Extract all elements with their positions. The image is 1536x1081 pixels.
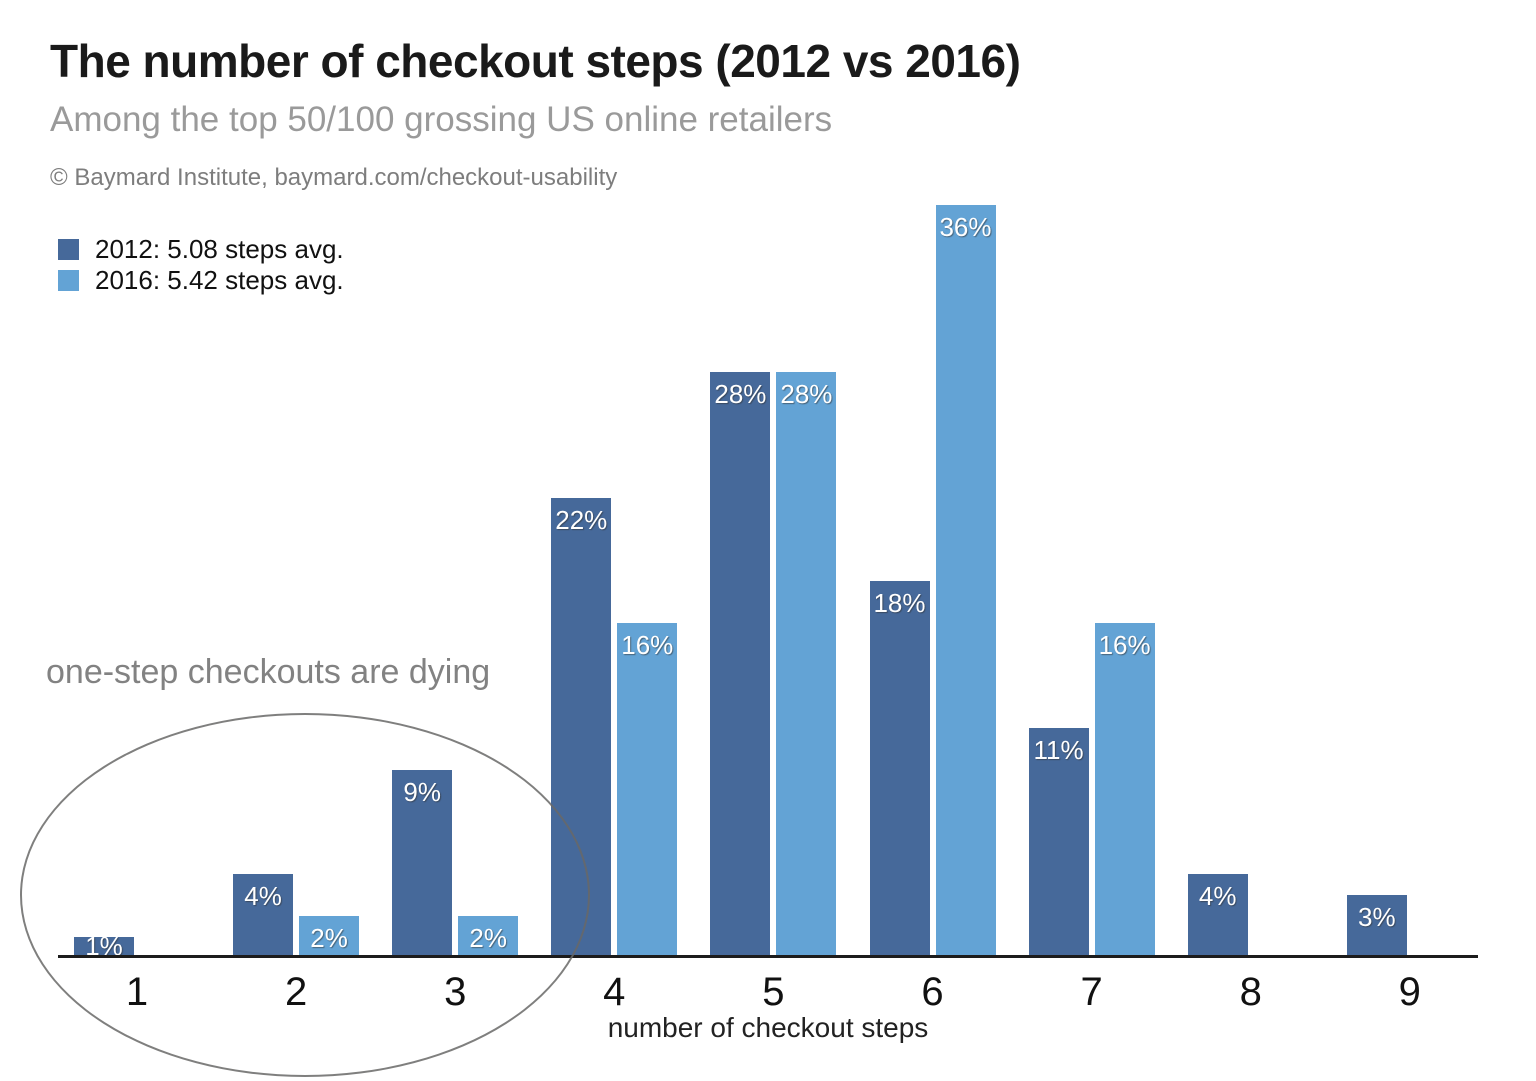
- bar-value-label-2016-step-3: 2%: [469, 923, 507, 953]
- x-tick-label-6: 6: [921, 970, 944, 1014]
- bar-value-label-2012-step-3: 9%: [403, 777, 441, 807]
- legend-swatch-2016: [58, 270, 79, 291]
- bar-value-label-2012-step-7: 11%: [1033, 735, 1084, 765]
- legend-item-2016: 2016: 5.42 steps avg.: [58, 265, 344, 296]
- bar-value-label-2012-step-8: 4%: [1198, 881, 1237, 911]
- bar-value-label-2016-step-5: 28%: [780, 379, 833, 409]
- x-tick-label-2: 2: [284, 970, 308, 1014]
- bar-value-label-2012-step-9: 3%: [1358, 902, 1396, 932]
- x-axis-line: [58, 955, 1478, 958]
- bar-2012-step-7: 11%: [1028, 728, 1089, 958]
- bar-2012-step-2: 4%: [233, 874, 294, 958]
- bar-2016-step-2: 2%: [299, 916, 360, 958]
- bar-value-label-2016-step-6: 36%: [939, 212, 992, 242]
- bar-2016-step-3: 2%: [458, 916, 519, 958]
- x-axis-title: number of checkout steps: [607, 1012, 929, 1043]
- bar-value-label-2016-step-2: 2%: [310, 923, 348, 953]
- bar-2016-step-7: 16%: [1094, 623, 1155, 958]
- bar-2012-step-4: 22%: [551, 498, 612, 958]
- bar-value-label-2012-step-5: 28%: [714, 379, 767, 409]
- bar-2012-step-5: 28%: [710, 372, 771, 958]
- x-tick-label-4: 4: [603, 970, 626, 1014]
- bar-2012-step-6: 18%: [869, 581, 930, 958]
- legend-label-2016: 2016: 5.42 steps avg.: [95, 265, 344, 295]
- bar-2016-step-5: 28%: [776, 372, 837, 958]
- x-tick-label-9: 9: [1398, 970, 1421, 1014]
- bar-value-label-2016-step-4: 16%: [621, 630, 674, 660]
- x-tick-label-5: 5: [762, 970, 785, 1014]
- page-subtitle: Among the top 50/100 grossing US online …: [50, 100, 833, 139]
- bar-2012-step-8: 4%: [1187, 874, 1248, 958]
- bar-2012-step-9: 3%: [1346, 895, 1407, 958]
- legend: 2012: 5.08 steps avg. 2016: 5.42 steps a…: [58, 234, 344, 296]
- x-tick-label-1: 1: [125, 970, 149, 1014]
- bar-2012-step-3: 9%: [392, 770, 453, 958]
- bar-value-label-2016-step-7: 16%: [1098, 630, 1151, 660]
- legend-label-2012: 2012: 5.08 steps avg.: [95, 234, 344, 264]
- bar-value-label-2012-step-2: 4%: [244, 881, 282, 911]
- x-tick-label-8: 8: [1239, 970, 1262, 1014]
- bar-value-label-2012-step-6: 18%: [873, 588, 926, 618]
- x-tick-label-7: 7: [1080, 970, 1103, 1014]
- annotation-text: one-step checkouts are dying: [46, 653, 491, 691]
- page-title: The number of checkout steps (2012 vs 20…: [50, 35, 1021, 87]
- legend-swatch-2012: [58, 239, 79, 260]
- bar-2016-step-4: 16%: [617, 623, 678, 958]
- legend-item-2012: 2012: 5.08 steps avg.: [58, 234, 344, 265]
- bar-value-label-2012-step-4: 22%: [555, 505, 608, 535]
- bar-2016-step-6: 36%: [935, 205, 996, 958]
- x-tick-label-3: 3: [444, 970, 467, 1014]
- attribution-line: © Baymard Institute, baymard.com/checkou…: [50, 164, 618, 191]
